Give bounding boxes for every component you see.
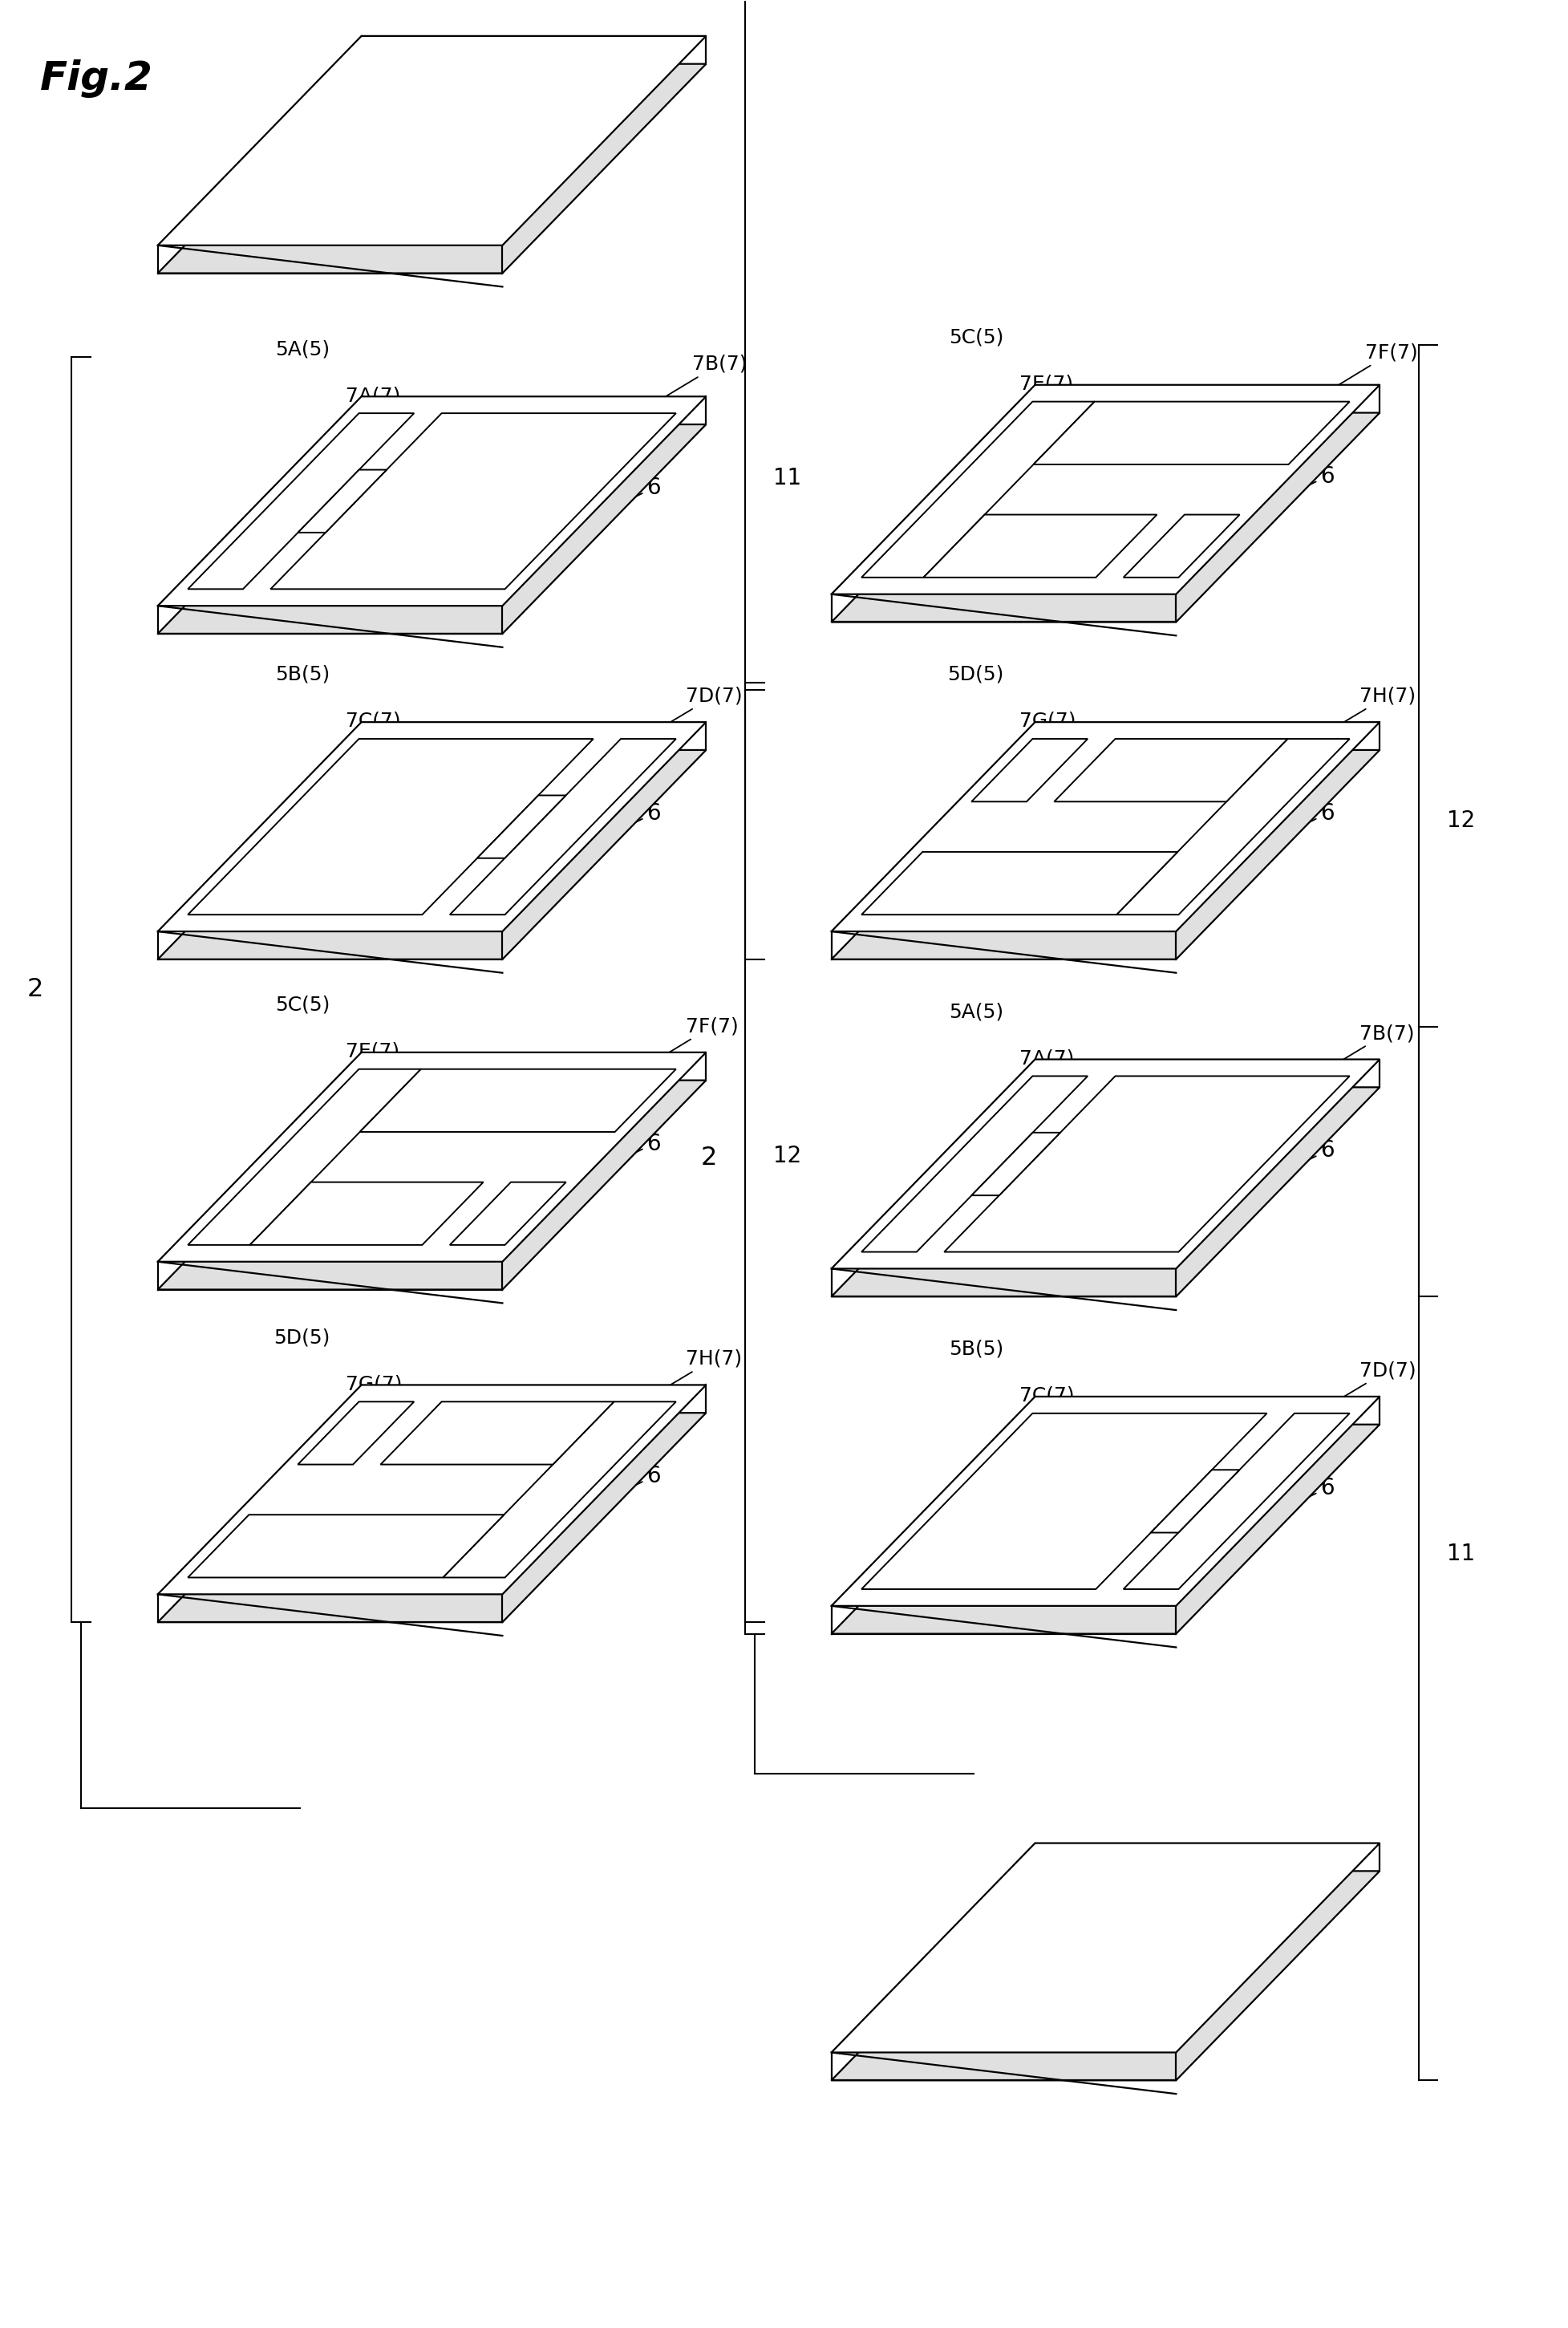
Text: 7G(7): 7G(7) — [299, 1374, 401, 1476]
Polygon shape — [298, 1401, 414, 1464]
Text: 7E(7): 7E(7) — [299, 1041, 400, 1143]
Text: 6: 6 — [1261, 466, 1334, 510]
Polygon shape — [359, 1069, 676, 1131]
Polygon shape — [1054, 738, 1287, 801]
Text: Fig.2: Fig.2 — [41, 58, 154, 98]
Polygon shape — [442, 1401, 676, 1578]
Text: 7D(7): 7D(7) — [610, 687, 742, 759]
Polygon shape — [1123, 1413, 1348, 1590]
Polygon shape — [944, 1076, 1348, 1252]
Text: 6: 6 — [514, 130, 588, 182]
Text: 7B(7): 7B(7) — [1284, 1024, 1413, 1094]
Polygon shape — [188, 738, 593, 915]
Polygon shape — [971, 1134, 1060, 1194]
Text: 2: 2 — [27, 978, 44, 1001]
Text: 7A(7): 7A(7) — [972, 1048, 1074, 1150]
Text: 7F(7): 7F(7) — [1290, 342, 1417, 414]
Text: 7H(7): 7H(7) — [1284, 687, 1414, 759]
Polygon shape — [158, 1052, 706, 1262]
Polygon shape — [158, 722, 706, 931]
Polygon shape — [831, 1397, 1378, 1606]
Polygon shape — [861, 852, 1178, 915]
Polygon shape — [831, 384, 1378, 594]
Polygon shape — [861, 403, 1094, 577]
Polygon shape — [158, 63, 706, 272]
Polygon shape — [924, 514, 1156, 577]
Text: 7H(7): 7H(7) — [610, 1350, 742, 1420]
Polygon shape — [1151, 1469, 1239, 1532]
Text: 7A(7): 7A(7) — [314, 386, 400, 487]
Text: 11: 11 — [1446, 1543, 1474, 1564]
Polygon shape — [158, 396, 706, 605]
Text: 6: 6 — [586, 477, 660, 521]
Polygon shape — [1123, 514, 1239, 577]
Text: 6: 6 — [586, 1464, 660, 1509]
Polygon shape — [298, 470, 386, 533]
Polygon shape — [158, 1385, 706, 1595]
Polygon shape — [831, 1087, 1378, 1297]
Text: 6: 6 — [1261, 803, 1334, 845]
Text: 5A(5): 5A(5) — [949, 1003, 1004, 1022]
Polygon shape — [971, 738, 1087, 801]
Polygon shape — [861, 1413, 1267, 1590]
Polygon shape — [831, 1059, 1378, 1269]
Polygon shape — [158, 424, 706, 633]
Polygon shape — [450, 738, 676, 915]
Polygon shape — [861, 1076, 1087, 1252]
Text: 6: 6 — [1189, 1937, 1262, 1988]
Polygon shape — [158, 750, 706, 959]
Text: 5D(5): 5D(5) — [273, 1327, 329, 1348]
Text: 7B(7): 7B(7) — [616, 354, 746, 426]
Text: 6: 6 — [1261, 1138, 1334, 1183]
Polygon shape — [1033, 403, 1348, 463]
Text: 5C(5): 5C(5) — [949, 328, 1004, 347]
Polygon shape — [831, 1872, 1378, 2081]
Text: 6: 6 — [1261, 1476, 1334, 1520]
Text: 7F(7): 7F(7) — [610, 1017, 739, 1087]
Polygon shape — [158, 35, 706, 244]
Polygon shape — [381, 1401, 613, 1464]
Text: 12: 12 — [1446, 810, 1474, 831]
Polygon shape — [188, 1069, 420, 1245]
Polygon shape — [1116, 738, 1348, 915]
Text: 7C(7): 7C(7) — [299, 712, 400, 812]
Polygon shape — [831, 1844, 1378, 2053]
Text: 5B(5): 5B(5) — [276, 666, 329, 684]
Polygon shape — [831, 1425, 1378, 1634]
Polygon shape — [249, 1183, 483, 1245]
Polygon shape — [477, 796, 566, 859]
Text: 7C(7): 7C(7) — [972, 1385, 1074, 1488]
Text: 7G(7): 7G(7) — [972, 712, 1076, 812]
Polygon shape — [450, 1183, 566, 1245]
Polygon shape — [158, 1413, 706, 1623]
Text: 2: 2 — [701, 1145, 717, 1171]
Polygon shape — [158, 1080, 706, 1290]
Polygon shape — [831, 750, 1378, 959]
Polygon shape — [831, 722, 1378, 931]
Text: 5C(5): 5C(5) — [274, 996, 329, 1015]
Polygon shape — [270, 414, 676, 589]
Text: 5A(5): 5A(5) — [276, 340, 329, 359]
Polygon shape — [188, 1516, 503, 1578]
Polygon shape — [831, 412, 1378, 622]
Text: 6: 6 — [586, 1131, 660, 1176]
Text: 7E(7): 7E(7) — [972, 375, 1073, 475]
Text: 5D(5): 5D(5) — [947, 666, 1004, 684]
Text: 12: 12 — [773, 1145, 801, 1166]
Polygon shape — [188, 414, 414, 589]
Text: 11: 11 — [773, 466, 801, 489]
Text: 5B(5): 5B(5) — [949, 1339, 1004, 1360]
Text: 7D(7): 7D(7) — [1284, 1362, 1416, 1432]
Text: 6: 6 — [586, 803, 660, 845]
